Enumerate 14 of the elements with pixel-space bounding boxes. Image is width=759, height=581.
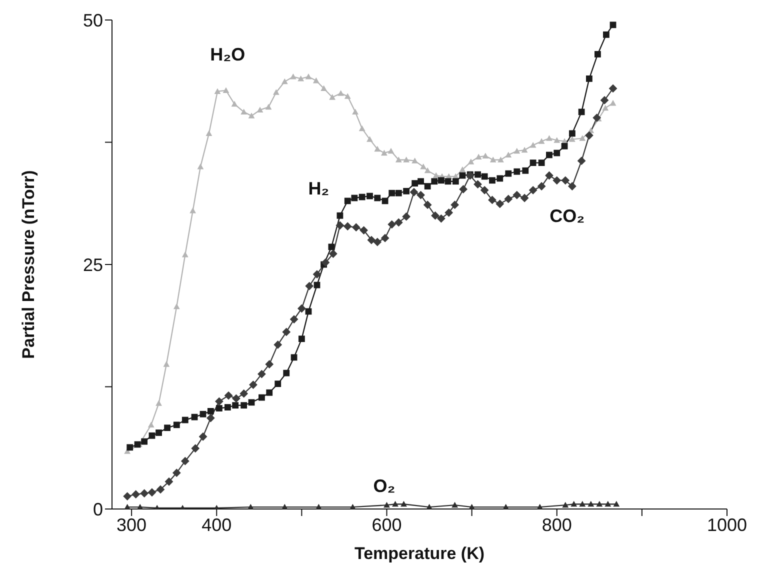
x-tick-label: 1000 bbox=[706, 514, 748, 535]
series-label: O₂ bbox=[373, 476, 396, 496]
x-tick-label: 400 bbox=[202, 514, 232, 535]
x-tick-label: 800 bbox=[542, 514, 572, 535]
series-label: H₂O bbox=[210, 44, 246, 65]
x-tick-label: 600 bbox=[372, 514, 402, 535]
y-tick-label: 50 bbox=[82, 10, 103, 30]
y-axis-title: Partial Pressure (nTorr) bbox=[19, 170, 38, 359]
series-label: CO₂ bbox=[550, 206, 585, 226]
x-tick-label: 300 bbox=[116, 514, 147, 535]
x-axis-title: Temperature (K) bbox=[354, 544, 485, 563]
y-tick-label: 0 bbox=[92, 499, 103, 520]
y-tick-label: 25 bbox=[82, 254, 103, 275]
series-label: H₂ bbox=[308, 178, 330, 199]
